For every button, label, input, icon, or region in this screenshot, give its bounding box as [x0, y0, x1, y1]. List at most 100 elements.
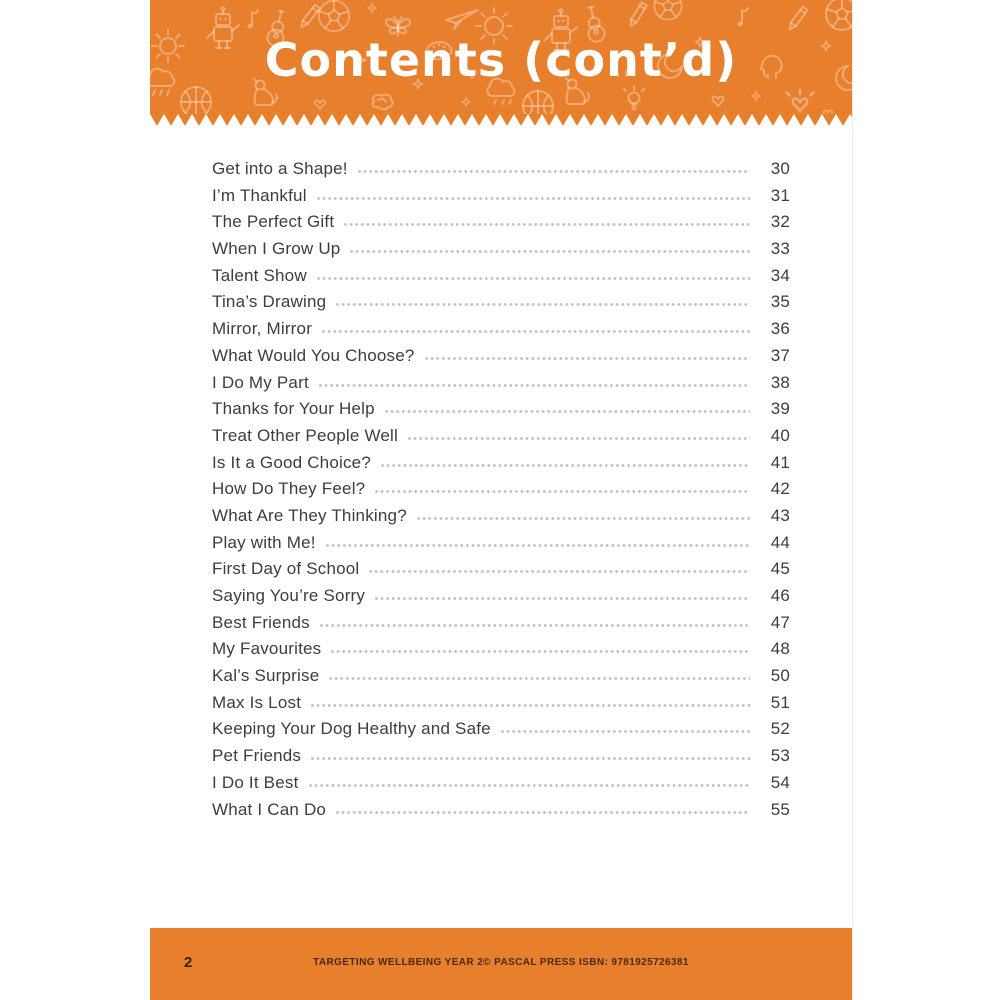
zigzag-edge [150, 113, 852, 126]
dot-leader [349, 249, 750, 255]
toc-entry-page: 36 [770, 319, 790, 339]
soccer-ball-icon [317, 0, 351, 33]
toc-entry-title: First Day of School [212, 559, 360, 579]
toc-entry-page: 35 [770, 292, 790, 312]
toc-entry-title: I Do My Part [212, 372, 309, 392]
heart-icon [822, 109, 834, 114]
toc-entry-title: Talent Show [212, 265, 307, 285]
toc-entry: Max Is Lost 51 [212, 693, 790, 720]
music-note-icon [737, 7, 749, 27]
dot-leader [335, 302, 750, 308]
toc-entry-page: 50 [770, 666, 790, 686]
dot-leader [368, 569, 750, 575]
dot-leader [499, 729, 750, 735]
toc-entry-title: Mirror, Mirror [212, 319, 313, 339]
dot-leader [321, 329, 750, 335]
toc-entry: I Do It Best 54 [212, 773, 790, 800]
guitar-icon [587, 5, 606, 43]
toc-entry-page: 43 [770, 505, 790, 525]
toc-entry-title: Play with Me! [212, 532, 316, 552]
dot-leader [315, 195, 750, 201]
toc-entry-page: 31 [770, 185, 790, 205]
toc-entry: Play with Me! 44 [212, 533, 790, 560]
dot-leader [307, 782, 750, 788]
imprint-text: TARGETING WELLBEING YEAR 2© PASCAL PRESS… [313, 957, 689, 968]
toc-entry: What Would You Choose? 37 [212, 346, 790, 373]
toc-entry-page: 42 [770, 479, 790, 499]
toc-entry-page: 54 [770, 772, 790, 792]
toc-entry-page: 38 [770, 372, 790, 392]
toc-entry-page: 51 [770, 692, 790, 712]
toc-entry-page: 34 [770, 265, 790, 285]
toc-entry-page: 30 [770, 159, 790, 178]
toc-entry: First Day of School 45 [212, 559, 790, 586]
toc-entry-title: What Would You Choose? [212, 345, 415, 365]
moon-icon [835, 65, 852, 91]
toc-entry: The Perfect Gift 32 [212, 212, 790, 239]
guitar-icon [266, 9, 285, 47]
toc-entry-page: 53 [770, 746, 790, 766]
toc-entry-title: Tina’s Drawing [212, 292, 327, 312]
basketball-icon [522, 90, 554, 114]
doodle-pattern [150, 0, 852, 114]
moon-icon [657, 53, 683, 79]
toc-entry-title: Pet Friends [212, 746, 302, 766]
heart-icon [466, 69, 478, 79]
toc-entry: When I Grow Up 33 [212, 239, 790, 266]
toc-entry-page: 55 [770, 799, 790, 819]
toc-entry-title: Keeping Your Dog Healthy and Safe [212, 719, 491, 739]
toc-entry-title: My Favourites [212, 639, 322, 659]
pencil-icon [300, 3, 321, 29]
toc-entry: What I Can Do 55 [212, 800, 790, 827]
sparkle-icon [751, 91, 761, 101]
dot-leader [407, 435, 750, 441]
toc-entry-title: I Do It Best [212, 772, 299, 792]
dot-leader [317, 382, 750, 388]
soccer-ball-icon [653, 0, 683, 21]
cloud-rain-icon [150, 67, 176, 96]
dot-leader [335, 809, 750, 815]
lightbulb-icon [622, 85, 646, 110]
footer-band: 2 TARGETING WELLBEING YEAR 2© PASCAL PRE… [150, 928, 852, 1000]
soccer-ball-icon [825, 0, 852, 31]
sparkle-icon [461, 97, 471, 107]
toc-entry: I Do My Part 38 [212, 373, 790, 400]
sparkle-icon [353, 53, 367, 67]
sparkle-icon [412, 78, 424, 90]
toc-entry-page: 48 [770, 639, 790, 659]
dot-leader [383, 409, 750, 415]
toc-entry-title: The Perfect Gift [212, 212, 335, 232]
toc-entry: Kal’s Surprise 50 [212, 666, 790, 693]
toc-entry-title: Saying You’re Sorry [212, 586, 366, 605]
cloud-rain-icon [486, 77, 516, 105]
head-profile-icon [610, 52, 633, 77]
sun-icon [475, 7, 513, 45]
robot-icon [206, 6, 240, 49]
sparkle-icon [694, 36, 706, 48]
toc-list: Get into a Shape! 30 I’m Thankful 31 The P… [212, 159, 790, 826]
dot-leader [318, 622, 750, 628]
pencil-icon [629, 1, 648, 27]
dog-icon [253, 78, 278, 106]
toc-entry-page: 37 [770, 345, 790, 365]
basketball-icon [180, 86, 212, 114]
dot-leader [328, 676, 750, 682]
dot-leader [310, 702, 750, 708]
dot-leader [343, 222, 750, 228]
dot-leader [423, 355, 750, 361]
sun-icon [151, 29, 185, 63]
dot-leader [415, 515, 750, 521]
dot-leader [379, 462, 750, 468]
dot-leader [374, 596, 750, 601]
toc-entry-page: 46 [770, 586, 790, 605]
dot-leader [330, 649, 750, 655]
header-band: Contents (cont’d) [150, 0, 852, 114]
toc-entry-title: Best Friends [212, 612, 310, 632]
toc-entry-title: Thanks for Your Help [212, 399, 375, 419]
toc-entry-page: 40 [770, 425, 790, 445]
toc-entry: Tina’s Drawing 35 [212, 292, 790, 319]
toc-entry-title: Treat Other People Well [212, 425, 399, 445]
palette-icon [425, 41, 453, 61]
toc-entry: Mirror, Mirror 36 [212, 319, 790, 346]
toc-entry: Talent Show 34 [212, 266, 790, 293]
